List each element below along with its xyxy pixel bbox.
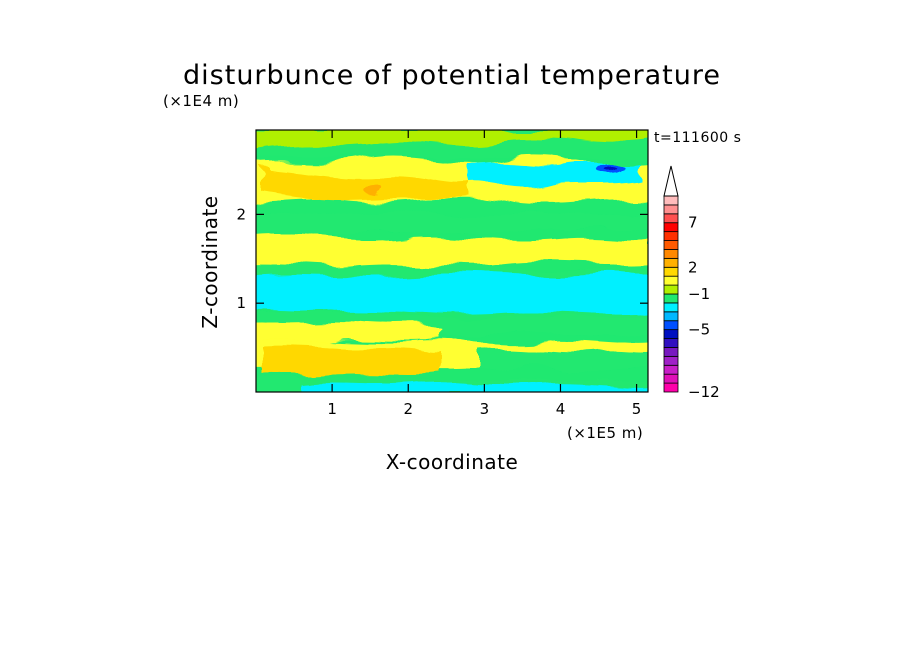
- band-top-yellow: [256, 130, 648, 149]
- colorbar-swatch: [663, 231, 679, 241]
- x-tick-label: 1: [327, 400, 337, 418]
- x-tick-label: 3: [480, 400, 490, 418]
- colorbar-swatch: [663, 311, 679, 322]
- x-axis-ticks: 1 2 3 4 5: [327, 130, 641, 418]
- colorbar-label: −1: [688, 285, 710, 303]
- band-cyan-core: [256, 273, 648, 314]
- time-label: t=111600 s: [654, 130, 741, 146]
- contour-field: [256, 130, 648, 392]
- colorbar: −12−5−127: [663, 165, 720, 401]
- x-tick-label: 5: [632, 400, 642, 418]
- colorbar-swatch: [663, 222, 679, 233]
- blob-orange-1: [364, 185, 384, 195]
- colorbar-swatch: [663, 213, 679, 224]
- y-axis-label: Z-coordinate: [198, 195, 222, 328]
- colorbar-swatch: [663, 257, 679, 268]
- plot-frame: [255, 129, 649, 393]
- colorbar-swatch: [663, 266, 679, 277]
- y-tick-label: 2: [236, 205, 246, 223]
- colorbar-swatch: [663, 249, 679, 259]
- colorbar-label: 7: [688, 214, 698, 232]
- colorbar-swatch: [663, 240, 679, 250]
- colorbar-swatch: [663, 355, 679, 366]
- colorbar-swatch: [663, 373, 679, 384]
- band-lower-green-3: [480, 349, 648, 372]
- colorbar-swatch: [663, 275, 679, 286]
- x-tick-label: 2: [403, 400, 413, 418]
- colorbar-swatch: [663, 302, 679, 313]
- x-tick-label: 4: [556, 400, 566, 418]
- colorbar-extend-triangle: [663, 165, 679, 197]
- band-lower-yellow-1: [256, 322, 440, 341]
- band-upper-cyan: [470, 162, 640, 187]
- chart-title: disturbunce of potential temperature: [183, 60, 721, 91]
- colorbar-swatch: [663, 284, 679, 295]
- y-tick-label: 1: [236, 294, 246, 312]
- blob-darkblue: [606, 167, 618, 173]
- colorbar-label: −5: [688, 321, 710, 339]
- colorbar-swatch: [663, 293, 679, 304]
- colorbar-swatch: [663, 338, 679, 348]
- y-axis-ticks: 12: [236, 205, 648, 312]
- colorbar-swatch: [663, 329, 679, 339]
- colorbar-label: 2: [688, 258, 698, 276]
- x-axis-label: X-coordinate: [386, 450, 519, 474]
- colorbar-swatch: [663, 347, 679, 357]
- band-mid-yellow: [256, 234, 648, 268]
- band-lower-orange: [262, 345, 440, 375]
- colorbar-swatch: [663, 382, 679, 393]
- field-bands: [256, 130, 648, 392]
- colorbar-label: −12: [688, 383, 720, 401]
- x-axis-unit: (×1E5 m): [567, 424, 643, 442]
- band-mid-green: [256, 210, 648, 236]
- colorbar-swatch: [663, 320, 679, 331]
- colorbar-swatch: [663, 204, 679, 215]
- colorbar-swatch: [663, 364, 679, 375]
- band-upper-orange: [262, 168, 470, 201]
- colorbar-swatch: [663, 195, 679, 206]
- y-axis-unit: (×1E4 m): [163, 92, 239, 110]
